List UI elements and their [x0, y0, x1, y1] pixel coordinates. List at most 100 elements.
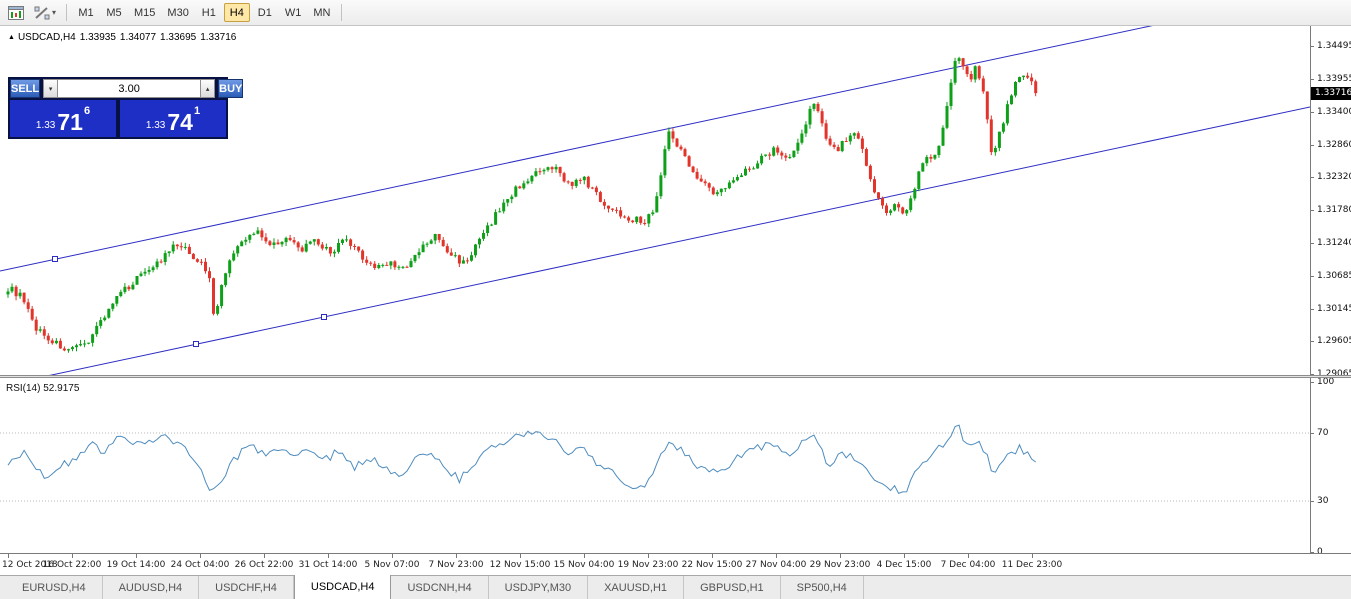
top-toolbar: ▾ M1 M5 M15 M30 H1 H4 D1 W1 MN — [0, 0, 1351, 26]
price-scale-label: 1.30145 — [1317, 303, 1351, 314]
time-axis-tick — [392, 554, 393, 558]
price-scale-tick — [1311, 341, 1314, 343]
toolbar-separator — [66, 4, 68, 21]
symbol-tab-audusd-h4[interactable]: AUDUSD,H4 — [103, 576, 200, 599]
rsi-level-lines — [0, 432, 1310, 502]
price-scale-tick — [1311, 144, 1314, 146]
symbol-tab-usdchf-h4[interactable]: USDCHF,H4 — [199, 576, 294, 599]
ohlc-high: 1.34077 — [119, 32, 157, 43]
price-scale-tick — [1311, 78, 1314, 80]
time-axis-tick — [72, 554, 73, 558]
sell-price-prefix: 1.33 — [35, 120, 56, 131]
time-axis[interactable]: 12 Oct 2018 16 Oct 22:00 19 Oct 14:00 24 Oc… — [0, 553, 1351, 575]
time-axis-tick — [200, 554, 201, 558]
price-chart-pane[interactable]: ▲ USDCAD,H4 1.33935 1.34077 1.33695 1.33716 S… — [0, 26, 1310, 375]
price-scale-label: 1.29065 — [1317, 369, 1351, 379]
time-axis-label: 11 Dec 23:00 — [1001, 560, 1063, 570]
time-axis-tick — [136, 554, 137, 558]
price-scale-label: 1.29605 — [1317, 336, 1351, 347]
timeframe-button-m15[interactable]: M15 — [134, 6, 156, 19]
time-axis-label: 19 Oct 14:00 — [106, 560, 166, 570]
timeframe-button-mn[interactable]: MN — [313, 6, 331, 19]
lot-decrease-button[interactable]: ▾ — [43, 79, 59, 98]
time-axis-tick — [776, 554, 777, 558]
objects-dropdown-button[interactable]: ▾ — [30, 3, 60, 23]
buy-price-button[interactable]: 1.33 74 1 — [120, 100, 226, 137]
time-axis-tick — [968, 554, 969, 558]
time-axis-label: 15 Nov 04:00 — [553, 560, 615, 570]
symbol-tab-usdjpy-m30[interactable]: USDJPY,M30 — [489, 576, 589, 599]
chart-window-icon-glyph — [8, 5, 24, 20]
time-axis-label: 31 Oct 14:00 — [298, 560, 358, 570]
price-scale[interactable]: 1.33716 1.34495 1.33955 1.33400 1.32860 1.32… — [1310, 26, 1351, 557]
rsi-chart-canvas — [0, 424, 1310, 502]
time-axis-tick — [328, 554, 329, 558]
chart-symbol-period: USDCAD,H4 — [17, 32, 76, 43]
sell-price-pip: 6 — [83, 105, 91, 117]
timeframe-button-h1[interactable]: H1 — [201, 6, 216, 19]
symbol-tab-sp500-h4[interactable]: SP500,H4 — [781, 576, 864, 599]
trend-channel[interactable] — [0, 26, 1310, 375]
symbol-tab-eurusd-h4[interactable]: EURUSD,H4 — [6, 576, 103, 599]
time-axis-tick — [584, 554, 585, 558]
timeframe-button-m1[interactable]: M1 — [78, 6, 94, 19]
candlesticks — [6, 56, 1038, 353]
time-axis-label: 29 Nov 23:00 — [809, 560, 871, 570]
rsi-indicator-pane[interactable]: RSI(14) 52.9175 — [0, 378, 1310, 553]
price-scale-label: 1.33955 — [1317, 73, 1351, 84]
price-scale-tick — [1311, 276, 1314, 278]
timeframe-button-d1[interactable]: D1 — [257, 6, 272, 19]
sell-button[interactable]: SELL — [10, 79, 41, 98]
price-scale-label: 1.31240 — [1317, 237, 1351, 248]
sell-price-button[interactable]: 1.33 71 6 — [10, 100, 116, 137]
price-scale-tick — [1311, 46, 1314, 47]
one-click-prices-row: 1.33 71 6 1.33 74 1 — [10, 100, 226, 137]
symbol-tab-xauusd-h1[interactable]: XAUUSD,H1 — [588, 576, 685, 599]
lot-increase-button[interactable]: ▴ — [200, 79, 216, 98]
time-axis-label: 12 Nov 15:00 — [489, 560, 551, 570]
time-axis-tick — [520, 554, 521, 558]
price-scale-tick — [1311, 242, 1314, 244]
rsi-scale-label: 30 — [1317, 496, 1329, 506]
rsi-scale-tick — [1311, 501, 1314, 502]
symbol-tab-usdcad-h4[interactable]: USDCAD,H4 — [293, 575, 392, 599]
time-axis-tick — [712, 554, 713, 558]
rsi-scale-label: 0 — [1317, 547, 1323, 557]
channel-handles[interactable] — [52, 256, 327, 347]
time-axis-label: 22 Nov 15:00 — [681, 560, 743, 570]
time-axis-tick — [8, 554, 9, 558]
timeframe-button-m5[interactable]: M5 — [106, 6, 122, 19]
price-scale-label: 1.34495 — [1317, 41, 1351, 51]
one-click-controls-row: SELL ▾ ▴ BUY — [10, 79, 244, 98]
price-scale-label: 1.33400 — [1317, 107, 1351, 118]
rsi-line — [7, 424, 1036, 495]
rsi-indicator-readout: RSI(14) 52.9175 — [6, 383, 80, 394]
rsi-scale-label: 70 — [1317, 428, 1329, 438]
time-axis-label: 4 Dec 15:00 — [876, 560, 932, 570]
lot-size-stepper: ▾ ▴ — [43, 79, 216, 98]
one-click-trading-panel: SELL ▾ ▴ BUY 1.33 71 6 1.33 74 1 — [8, 77, 244, 139]
chart-window-icon[interactable] — [4, 3, 28, 23]
time-axis-label: 5 Nov 07:00 — [364, 560, 420, 570]
time-axis-label: 7 Nov 23:00 — [428, 560, 484, 570]
lot-size-input[interactable] — [58, 79, 201, 98]
price-scale-label: 1.31780 — [1317, 205, 1351, 215]
timeframe-button-m30[interactable]: M30 — [167, 6, 189, 19]
pane-splitter[interactable] — [0, 375, 1351, 378]
ohlc-low: 1.33695 — [160, 32, 197, 43]
collapse-triangle-icon: ▲ — [8, 34, 15, 41]
time-axis-label: 27 Nov 04:00 — [745, 560, 807, 570]
symbol-tab-gbpusd-h1[interactable]: GBPUSD,H1 — [684, 576, 781, 599]
time-axis-label: 24 Oct 04:00 — [170, 560, 230, 570]
timeframe-button-w1[interactable]: W1 — [284, 6, 302, 19]
time-axis-label: 16 Oct 22:00 — [42, 560, 102, 570]
price-scale-label: 1.32320 — [1317, 172, 1351, 183]
buy-button[interactable]: BUY — [218, 79, 244, 98]
symbol-tab-usdcnh-h4[interactable]: USDCNH,H4 — [391, 576, 489, 599]
time-axis-tick — [456, 554, 457, 558]
chart-ohlc-readout: ▲ USDCAD,H4 1.33935 1.34077 1.33695 1.33716 — [8, 32, 240, 43]
time-axis-tick — [264, 554, 265, 558]
rsi-scale-tick — [1311, 433, 1314, 434]
timeframe-button-h4[interactable]: H4 — [223, 3, 250, 22]
toolbar-separator — [341, 4, 343, 21]
